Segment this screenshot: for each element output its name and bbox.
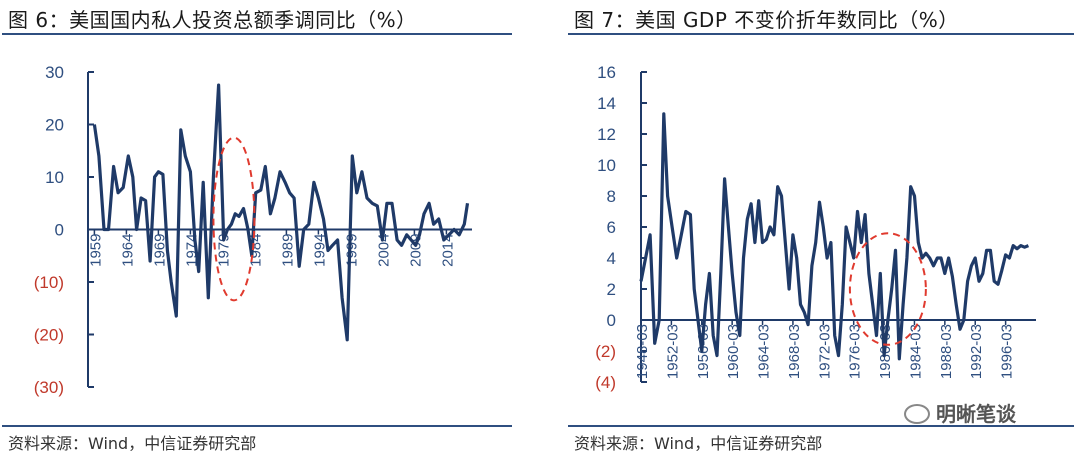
x-tick-label: 1959: [87, 234, 104, 267]
x-tick-label: 1999: [343, 234, 360, 267]
y-tick-label: 0: [607, 311, 616, 330]
y-tick-label: 14: [597, 94, 616, 113]
y-tick-label: 10: [45, 168, 64, 187]
chart-title-right: 图 7：美国 GDP 不变价折年数同比（%）: [574, 8, 959, 32]
x-tick-label: 1984-03: [907, 324, 924, 379]
series-line: [92, 83, 470, 342]
y-tick-label: (30): [34, 378, 64, 397]
x-tick-label: 1968-03: [786, 324, 803, 379]
y-tick-label: 30: [45, 63, 64, 82]
source-note-right: 资料来源：Wind，中信证券研究部: [574, 434, 823, 453]
y-tick-label: (10): [34, 273, 64, 292]
x-tick-label: 1989: [279, 234, 296, 267]
x-tick-label: 1994: [311, 234, 328, 267]
y-tick-label: 8: [607, 187, 616, 206]
source-rule-right: [568, 425, 1074, 427]
title-rule-left: [2, 33, 512, 35]
chart-panel-right: 图 7：美国 GDP 不变价折年数同比（%） 16 14 12 10 8 6 4 2 0 (2) (…: [566, 0, 1080, 457]
y-tick-label: 6: [607, 218, 616, 237]
y-tick-label: 10: [597, 156, 616, 175]
y-tick-label: 12: [597, 125, 616, 144]
x-tick-label: 1972-03: [816, 324, 833, 379]
x-tick-label: 1969: [151, 234, 168, 267]
x-tick-label: 1960-03: [725, 324, 742, 379]
highlight-ellipse: [848, 232, 927, 346]
wechat-icon: [904, 403, 930, 424]
x-tick-label: 1964-03: [756, 324, 773, 379]
x-tick-label: 1952-03: [664, 324, 681, 379]
watermark: 明晰笔谈: [904, 398, 1016, 427]
highlight-ellipse: [212, 136, 256, 302]
y-tick-label: 0: [55, 221, 64, 240]
source-rule-left: [2, 425, 512, 427]
y-tick-label: (20): [34, 326, 64, 345]
y-tick-label: 20: [45, 116, 64, 135]
chart-title-left: 图 6：美国国内私人投资总额季调同比（%）: [8, 8, 417, 32]
x-tick-label: 1992-03: [968, 324, 985, 379]
y-tick-label: (4): [595, 373, 616, 392]
y-tick-label: 4: [607, 249, 616, 268]
x-tick-label: 1948-03: [634, 324, 651, 379]
x-tick-label: 1996-03: [999, 324, 1016, 379]
x-tick-label: 2014: [439, 234, 456, 267]
chart-panel-left: 图 6：美国国内私人投资总额季调同比（%） 30 20 10 0 (10) (20) (30…: [0, 0, 518, 457]
title-rule-right: [568, 33, 1074, 35]
source-note-left: 资料来源：Wind，中信证券研究部: [8, 434, 257, 453]
x-tick-label: 1988-03: [938, 324, 955, 379]
watermark-text: 明晰笔谈: [936, 402, 1016, 426]
x-tick-label: 1964: [119, 234, 136, 267]
y-tick-label: (2): [595, 342, 616, 361]
series-line: [639, 112, 1030, 361]
x-tick-label: 2004: [375, 234, 392, 267]
y-tick-label: 16: [597, 63, 616, 82]
y-tick-label: 2: [607, 280, 616, 299]
x-tick-label: 1976-03: [847, 324, 864, 379]
x-tick-label: 1979: [215, 234, 232, 267]
